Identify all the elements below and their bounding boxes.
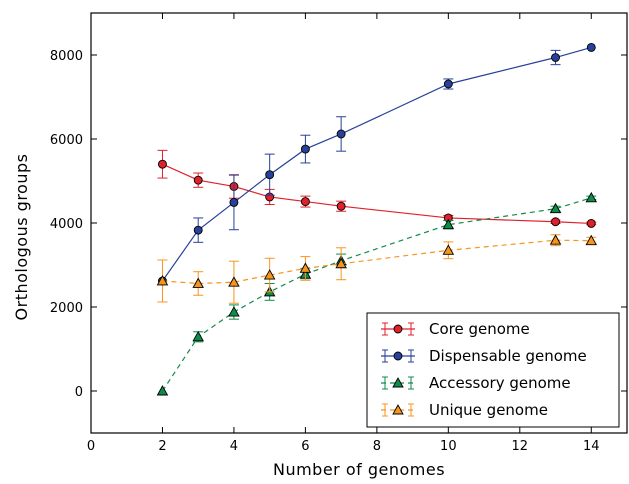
x-axis-ticks: 0 2 4 6 8 10 12 14 [87,13,600,454]
data-point [549,202,562,214]
data-point [158,159,167,169]
data-point [586,42,596,52]
data-point [193,225,203,235]
x-tick-label: 10 [440,439,457,454]
data-point [156,385,169,396]
data-point [585,191,598,203]
legend: Core genome Dispensable genome Accessory g… [366,312,620,428]
data-point [263,269,276,280]
series-line-core-genome [162,163,592,225]
legend-item-core-genome: Core genome [381,320,530,338]
data-point [229,197,239,207]
y-tick-label: 6000 [50,133,83,148]
data-point [299,262,312,273]
data-point [442,244,455,255]
x-tick-label: 8 [373,439,381,454]
legend-item-dispensable-genome: Dispensable genome [381,347,587,365]
y-tick-label: 0 [75,385,83,400]
data-point [549,234,562,245]
legend-marker [392,377,404,388]
x-tick-label: 12 [512,439,529,454]
legend-marker [393,351,403,361]
x-tick-label: 4 [230,439,238,454]
legend-item-accessory-genome: Accessory genome [381,374,571,392]
y-tick-label: 8000 [50,49,83,64]
data-point [442,218,455,230]
series-layer [156,42,598,396]
legend-marker [392,404,404,415]
y-axis-ticks: 0 2000 4000 6000 8000 [50,49,627,400]
y-tick-label: 2000 [50,301,83,316]
legend-marker [393,324,403,334]
x-axis-label: Number of genomes [273,460,445,479]
data-point [551,217,560,227]
x-tick-label: 2 [158,439,166,454]
series-line-dispensable-genome [161,46,592,282]
series-unique-genome [156,234,598,304]
data-point [585,234,598,246]
data-point [265,170,275,180]
data-point [192,277,204,288]
x-tick-label: 0 [87,439,95,454]
data-point [551,53,560,62]
legend-item-unique-genome: Unique genome [381,401,548,419]
data-point [192,330,204,342]
data-point [336,129,346,139]
data-point [228,306,240,317]
series-line-unique-genome [162,239,592,285]
data-point [193,175,203,185]
y-tick-label: 4000 [50,217,83,232]
legend-label: Core genome [429,320,530,338]
data-point [228,276,240,287]
data-point [443,79,453,89]
legend-label: Accessory genome [429,374,571,392]
x-tick-label: 14 [583,439,600,454]
x-tick-label: 6 [301,439,309,454]
legend-box [366,312,620,428]
data-point [586,218,596,228]
data-point [300,197,310,207]
data-point [336,201,346,211]
legend-label: Dispensable genome [429,347,587,365]
data-point [156,275,169,286]
data-point [300,144,310,154]
series-core-genome [157,149,597,228]
legend-label: Unique genome [429,401,548,419]
y-axis-label: Orthologous groups [12,154,31,321]
data-point [335,257,347,269]
